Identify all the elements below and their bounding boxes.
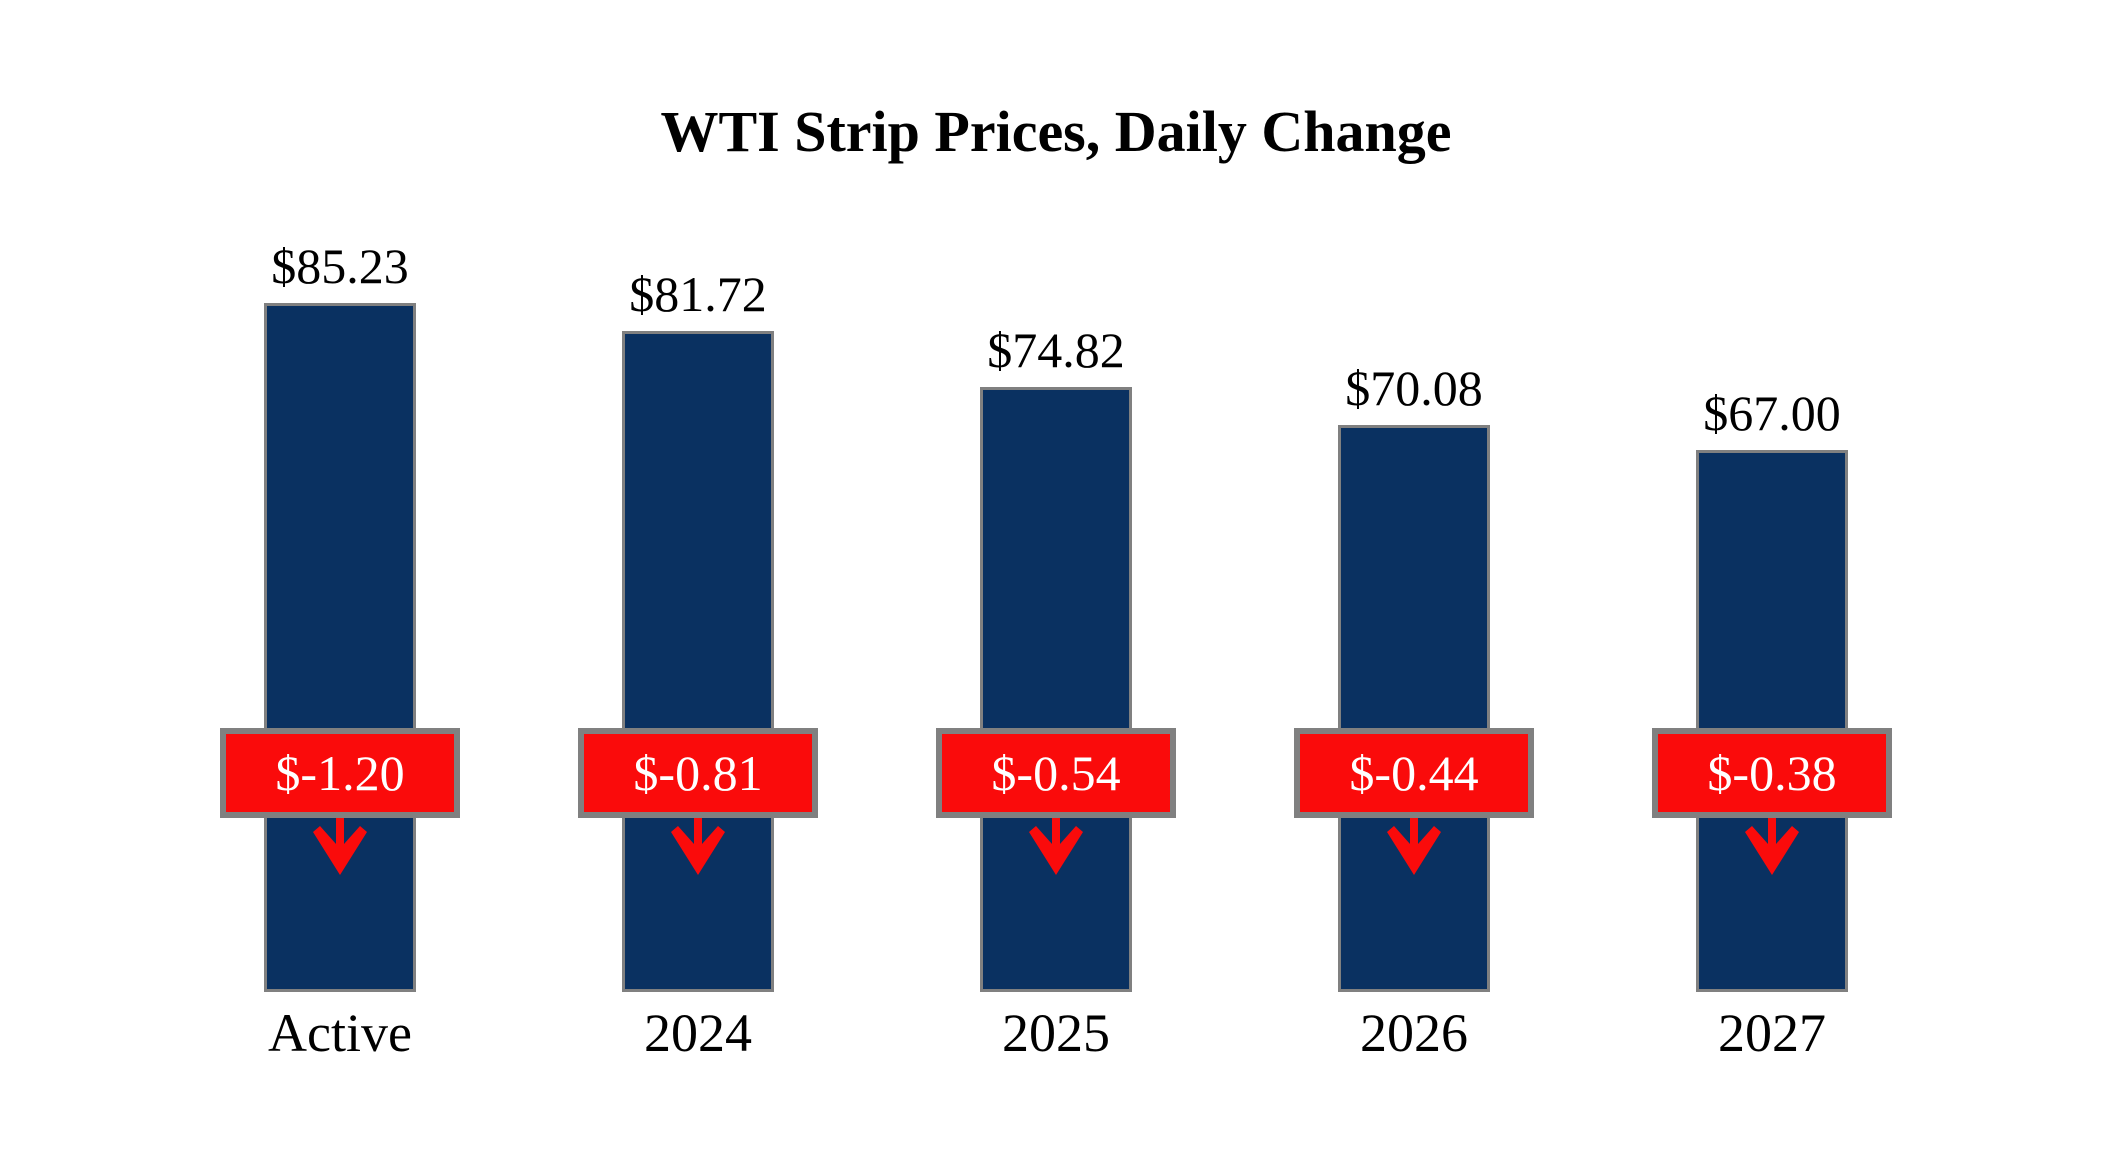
daily-change-badge: $-0.38: [1652, 728, 1892, 818]
category-label: 2025: [1002, 1003, 1110, 1063]
price-bar: [1696, 450, 1848, 992]
price-bar: [264, 303, 416, 992]
daily-change-badge: $-0.54: [936, 728, 1176, 818]
daily-change-value: $-0.44: [1349, 745, 1479, 801]
chart-title: WTI Strip Prices, Daily Change: [660, 99, 1452, 164]
down-arrow-icon: [1387, 818, 1441, 875]
category-label: 2027: [1718, 1003, 1826, 1063]
price-bar: [980, 387, 1132, 992]
daily-change-value: $-1.20: [275, 745, 405, 801]
price-bar: [1338, 425, 1490, 992]
price-value-label: $85.23: [271, 238, 409, 294]
price-value-label: $70.08: [1345, 360, 1483, 416]
daily-change-badge: $-1.20: [220, 728, 460, 818]
daily-change-value: $-0.81: [633, 745, 763, 801]
price-bar: [622, 331, 774, 992]
down-arrow-icon: [313, 818, 367, 875]
price-value-label: $81.72: [629, 266, 767, 322]
daily-change-value: $-0.38: [1707, 745, 1837, 801]
category-label: Active: [268, 1003, 412, 1063]
down-arrow-icon: [1745, 818, 1799, 875]
category-label: 2024: [644, 1003, 752, 1063]
category-label: 2026: [1360, 1003, 1468, 1063]
daily-change-badge: $-0.81: [578, 728, 818, 818]
daily-change-badge: $-0.44: [1294, 728, 1534, 818]
daily-change-value: $-0.54: [991, 745, 1121, 801]
price-value-label: $74.82: [987, 322, 1125, 378]
down-arrow-icon: [671, 818, 725, 875]
price-value-label: $67.00: [1703, 385, 1841, 441]
down-arrow-icon: [1029, 818, 1083, 875]
